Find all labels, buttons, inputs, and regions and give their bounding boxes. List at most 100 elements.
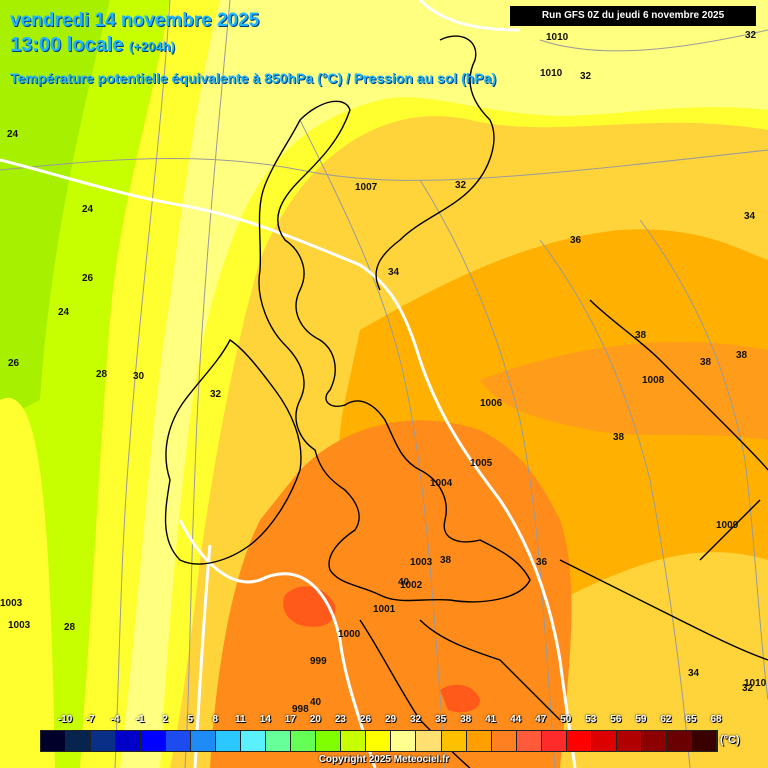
temperature-label: 34 [744, 211, 756, 222]
color-scale-swatch [666, 731, 692, 751]
temperature-label: 28 [64, 622, 76, 633]
field-green [0, 0, 110, 420]
temperature-label: 36 [570, 235, 582, 246]
temperature-label: 32 [455, 180, 467, 191]
color-scale-swatch [591, 731, 617, 751]
temperature-label: 36 [536, 557, 548, 568]
color-scale-swatch [291, 731, 317, 751]
color-scale-swatch [541, 731, 567, 751]
color-scale-swatch [316, 731, 342, 751]
color-scale-swatch [41, 731, 67, 751]
scale-tick-label: 44 [510, 714, 522, 725]
scale-tick-label: 2 [162, 714, 168, 725]
coastlines [164, 35, 768, 768]
pressure-label: 998 [292, 704, 309, 715]
scale-tick-label: 53 [585, 714, 597, 725]
map-time: 13:00 locale (+204h) [10, 34, 175, 57]
temperature-label: 38 [635, 330, 647, 341]
scale-tick-label: 11 [234, 714, 246, 725]
color-scale-swatch [491, 731, 517, 751]
scale-tick-label: 17 [284, 714, 296, 725]
pressure-label: 1009 [716, 520, 739, 531]
scale-tick-label: -4 [110, 714, 120, 725]
pressure-label: 1001 [373, 604, 396, 615]
scale-tick-label: 59 [635, 714, 647, 725]
temperature-label: 38 [700, 357, 712, 368]
temperature-label: 28 [96, 369, 108, 380]
scale-tick-label: 26 [359, 714, 372, 725]
scale-tick-label: 8 [212, 714, 219, 725]
temperature-label: 34 [688, 668, 700, 679]
color-scale-swatch [91, 731, 117, 751]
color-scale-swatch [516, 731, 542, 751]
legend-unit: (°C) [720, 734, 740, 746]
scale-tick-label: 32 [409, 714, 422, 725]
map-title: vendredi 14 novembre 2025 [10, 10, 260, 31]
scale-tick-label: 35 [435, 714, 447, 725]
scale-tick-label: 47 [535, 714, 547, 725]
pressure-label: 1003 [8, 620, 31, 631]
time-offset: (+204h) [128, 39, 175, 54]
scale-tick-label: 23 [334, 714, 346, 725]
color-scale-swatch [441, 731, 467, 751]
scale-tick-label: 20 [309, 714, 321, 725]
color-scale-swatch [216, 731, 242, 751]
copyright: Copyright 2025 Meteociel.fr [318, 754, 450, 765]
time-main: 13:00 locale [10, 34, 124, 56]
temperature-label: 38 [613, 432, 625, 443]
temperature-label: 34 [388, 267, 400, 278]
scale-tick-label: 38 [460, 714, 472, 725]
pressure-label: 1010 [540, 68, 563, 79]
temperature-label: 24 [58, 307, 70, 318]
color-scale-swatch [691, 731, 717, 751]
temperature-label: 32 [745, 30, 757, 41]
temperature-label: 32 [210, 389, 222, 400]
color-scale-bar [40, 730, 718, 752]
map-subtitle: Température potentielle équivalente à 85… [10, 70, 497, 86]
color-scale-swatch [191, 731, 217, 751]
color-scale-swatch [241, 731, 267, 751]
color-scale-swatch [566, 731, 592, 751]
temperature-label: 24 [82, 204, 94, 215]
color-scale-swatch [366, 731, 392, 751]
temperature-label: 32 [580, 71, 592, 82]
temperature-label: 30 [133, 371, 145, 382]
color-scale-swatch [416, 731, 442, 751]
temperature-label: 32 [742, 683, 754, 694]
color-scale-swatch [466, 731, 492, 751]
pressure-label: 1007 [355, 182, 378, 193]
color-scale-swatch [116, 731, 142, 751]
pressure-label: 1002 [400, 580, 423, 591]
field-orange-band [480, 341, 768, 440]
color-scale-swatch [66, 731, 92, 751]
field-yellow-sw [0, 397, 55, 768]
scale-tick-label: 29 [384, 714, 397, 725]
color-scale-swatch [391, 731, 417, 751]
field-pale-yellow [120, 0, 768, 768]
scale-tick-label: 65 [685, 714, 697, 725]
pressure-label: 1006 [480, 398, 503, 409]
pressure-label: 1005 [470, 458, 493, 469]
temperature-label: 26 [82, 273, 94, 284]
field-red-spot-2 [440, 684, 480, 713]
pressure-label: 1003 [410, 557, 433, 568]
color-scale-swatch [341, 731, 367, 751]
temperature-label: 38 [736, 350, 748, 361]
scale-tick-label: -10 [57, 714, 73, 725]
field-dark-orange [210, 420, 572, 768]
temperature-label: 38 [440, 555, 452, 566]
color-scale-swatch [166, 731, 192, 751]
scale-tick-label: 56 [610, 714, 622, 725]
pressure-label: 1008 [642, 375, 665, 386]
scale-tick-label: 41 [485, 714, 497, 725]
temperature-label: 24 [7, 129, 19, 140]
scale-tick-label: 62 [660, 714, 672, 725]
scale-tick-label: -1 [135, 714, 145, 725]
temperature-label: 40 [310, 697, 322, 708]
color-scale-swatch [141, 731, 167, 751]
temperature-label: 26 [8, 358, 20, 369]
pressure-label: 999 [310, 656, 327, 667]
scale-tick-label: 14 [259, 714, 271, 725]
